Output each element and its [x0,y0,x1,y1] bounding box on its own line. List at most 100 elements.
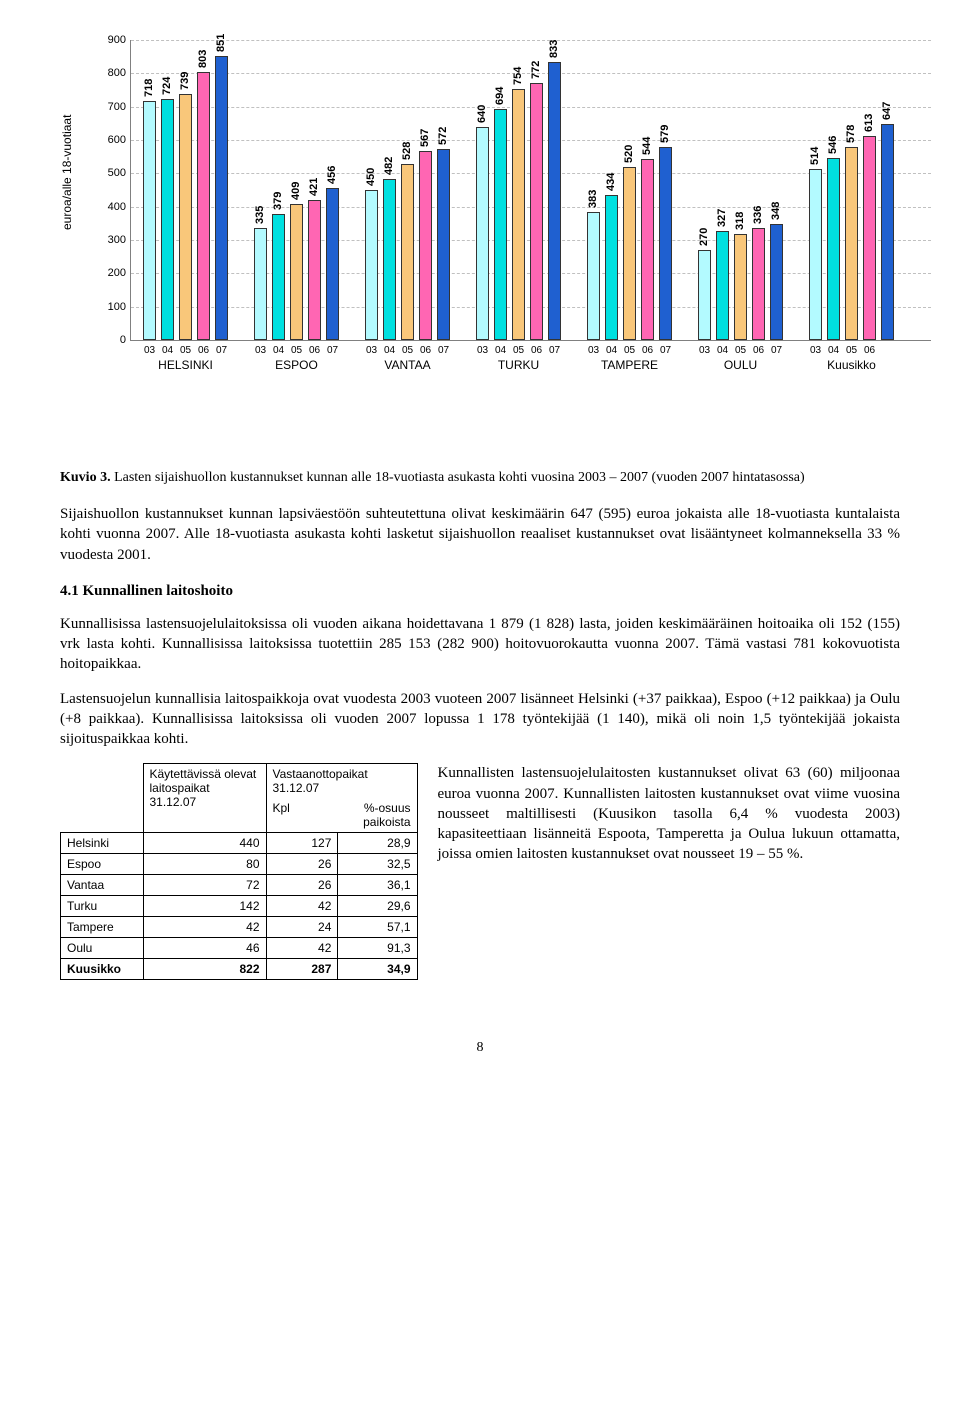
bar-value-label: 694 [494,86,506,104]
bar-value-label: 327 [716,209,728,227]
bar [161,99,174,340]
bar-value-label: 739 [179,71,191,89]
bar-value-label: 383 [587,190,599,208]
bar [605,195,618,340]
table-row: Vantaa722636,1 [61,875,418,896]
bar [734,234,747,340]
x-tick-label: 05 [734,345,747,356]
bar [770,224,783,340]
y-tick-label: 500 [101,167,126,179]
x-tick-label: 05 [623,345,636,356]
group-label: TURKU [476,358,561,372]
bar [641,159,654,340]
bar [290,204,303,340]
y-tick-label: 800 [101,67,126,79]
bar [698,250,711,340]
laitospaikat-table: Käytettävissä olevat laitospaikat 31.12.… [60,763,418,980]
bar-value-label: 578 [845,125,857,143]
x-tick-label: 07 [659,345,672,356]
y-axis-label: euroa/alle 18-vuotiaat [60,115,74,230]
bar [881,124,894,340]
bar [476,127,489,340]
x-tick-label: 07 [215,345,228,356]
y-tick-label: 0 [101,334,126,346]
bar-value-label: 724 [161,76,173,94]
x-tick-label: 05 [845,345,858,356]
page-number: 8 [60,1040,900,1056]
table-row: Kuusikko82228734,9 [61,959,418,980]
bar-value-label: 409 [290,181,302,199]
bar [437,149,450,340]
y-tick-label: 700 [101,101,126,113]
x-tick-label: 07 [770,345,783,356]
bar [752,228,765,340]
x-tick-label: 06 [530,345,543,356]
group-label: ESPOO [254,358,339,372]
x-tick-label: 07 [326,345,339,356]
y-tick-label: 100 [101,301,126,313]
y-tick-label: 200 [101,267,126,279]
bar-value-label: 514 [809,146,821,164]
bar [401,164,414,340]
bar-value-label: 772 [530,60,542,78]
x-tick-label: 04 [383,345,396,356]
bar [530,83,543,340]
bar-value-label: 456 [326,166,338,184]
table-row: Espoo802632,5 [61,854,418,875]
bar [383,179,396,340]
x-tick-label: 03 [698,345,711,356]
bar-value-label: 613 [863,113,875,131]
bar-value-label: 851 [215,34,227,52]
bar-value-label: 528 [401,142,413,160]
bar-value-label: 335 [254,206,266,224]
figure-caption: Kuvio 3. Lasten sijaishuollon kustannuks… [60,470,900,486]
bar-value-label: 579 [659,125,671,143]
bar-value-label: 544 [641,136,653,154]
bar-value-label: 270 [698,228,710,246]
bar-value-label: 833 [548,40,560,58]
bar [272,214,285,340]
bar [419,151,432,340]
bar-value-label: 379 [272,191,284,209]
group-label: VANTAA [365,358,450,372]
table-row: Tampere422457,1 [61,917,418,938]
x-tick-label: 06 [419,345,432,356]
bar-value-label: 567 [419,129,431,147]
bar [863,136,876,340]
x-tick-label: 04 [494,345,507,356]
y-tick-label: 900 [101,34,126,46]
bar [623,167,636,340]
bar [659,147,672,340]
bar-value-label: 754 [512,66,524,84]
bar [827,158,840,340]
table-row: Helsinki44012728,9 [61,833,418,854]
section-heading: 4.1 Kunnallinen laitoshoito [60,583,900,600]
bar [197,72,210,340]
bar [143,101,156,340]
bar [179,94,192,340]
bar-value-label: 647 [881,102,893,120]
x-tick-label: 05 [512,345,525,356]
bar [494,109,507,340]
x-tick-label: 06 [308,345,321,356]
bar [845,147,858,340]
paragraph: Kunnallisten lastensuojelulaitosten kust… [438,763,901,864]
x-tick-label: 03 [254,345,267,356]
bar-value-label: 421 [308,177,320,195]
bar-value-label: 482 [383,157,395,175]
bar-value-label: 803 [197,50,209,68]
caption-label: Kuvio 3. [60,470,111,485]
x-tick-label: 05 [179,345,192,356]
paragraph: Lastensuojelun kunnallisia laitospaikkoj… [60,689,900,750]
caption-text: Lasten sijaishuollon kustannukset kunnan… [114,470,805,485]
x-tick-label: 06 [752,345,765,356]
bar-value-label: 450 [365,168,377,186]
bar-value-label: 336 [752,206,764,224]
x-tick-label: 07 [437,345,450,356]
bar [326,188,339,340]
y-tick-label: 300 [101,234,126,246]
bar-value-label: 318 [734,212,746,230]
paragraph: Kunnallisissa lastensuojelulaitoksissa o… [60,614,900,675]
bar-value-label: 520 [623,144,635,162]
x-tick-label: 06 [863,345,876,356]
